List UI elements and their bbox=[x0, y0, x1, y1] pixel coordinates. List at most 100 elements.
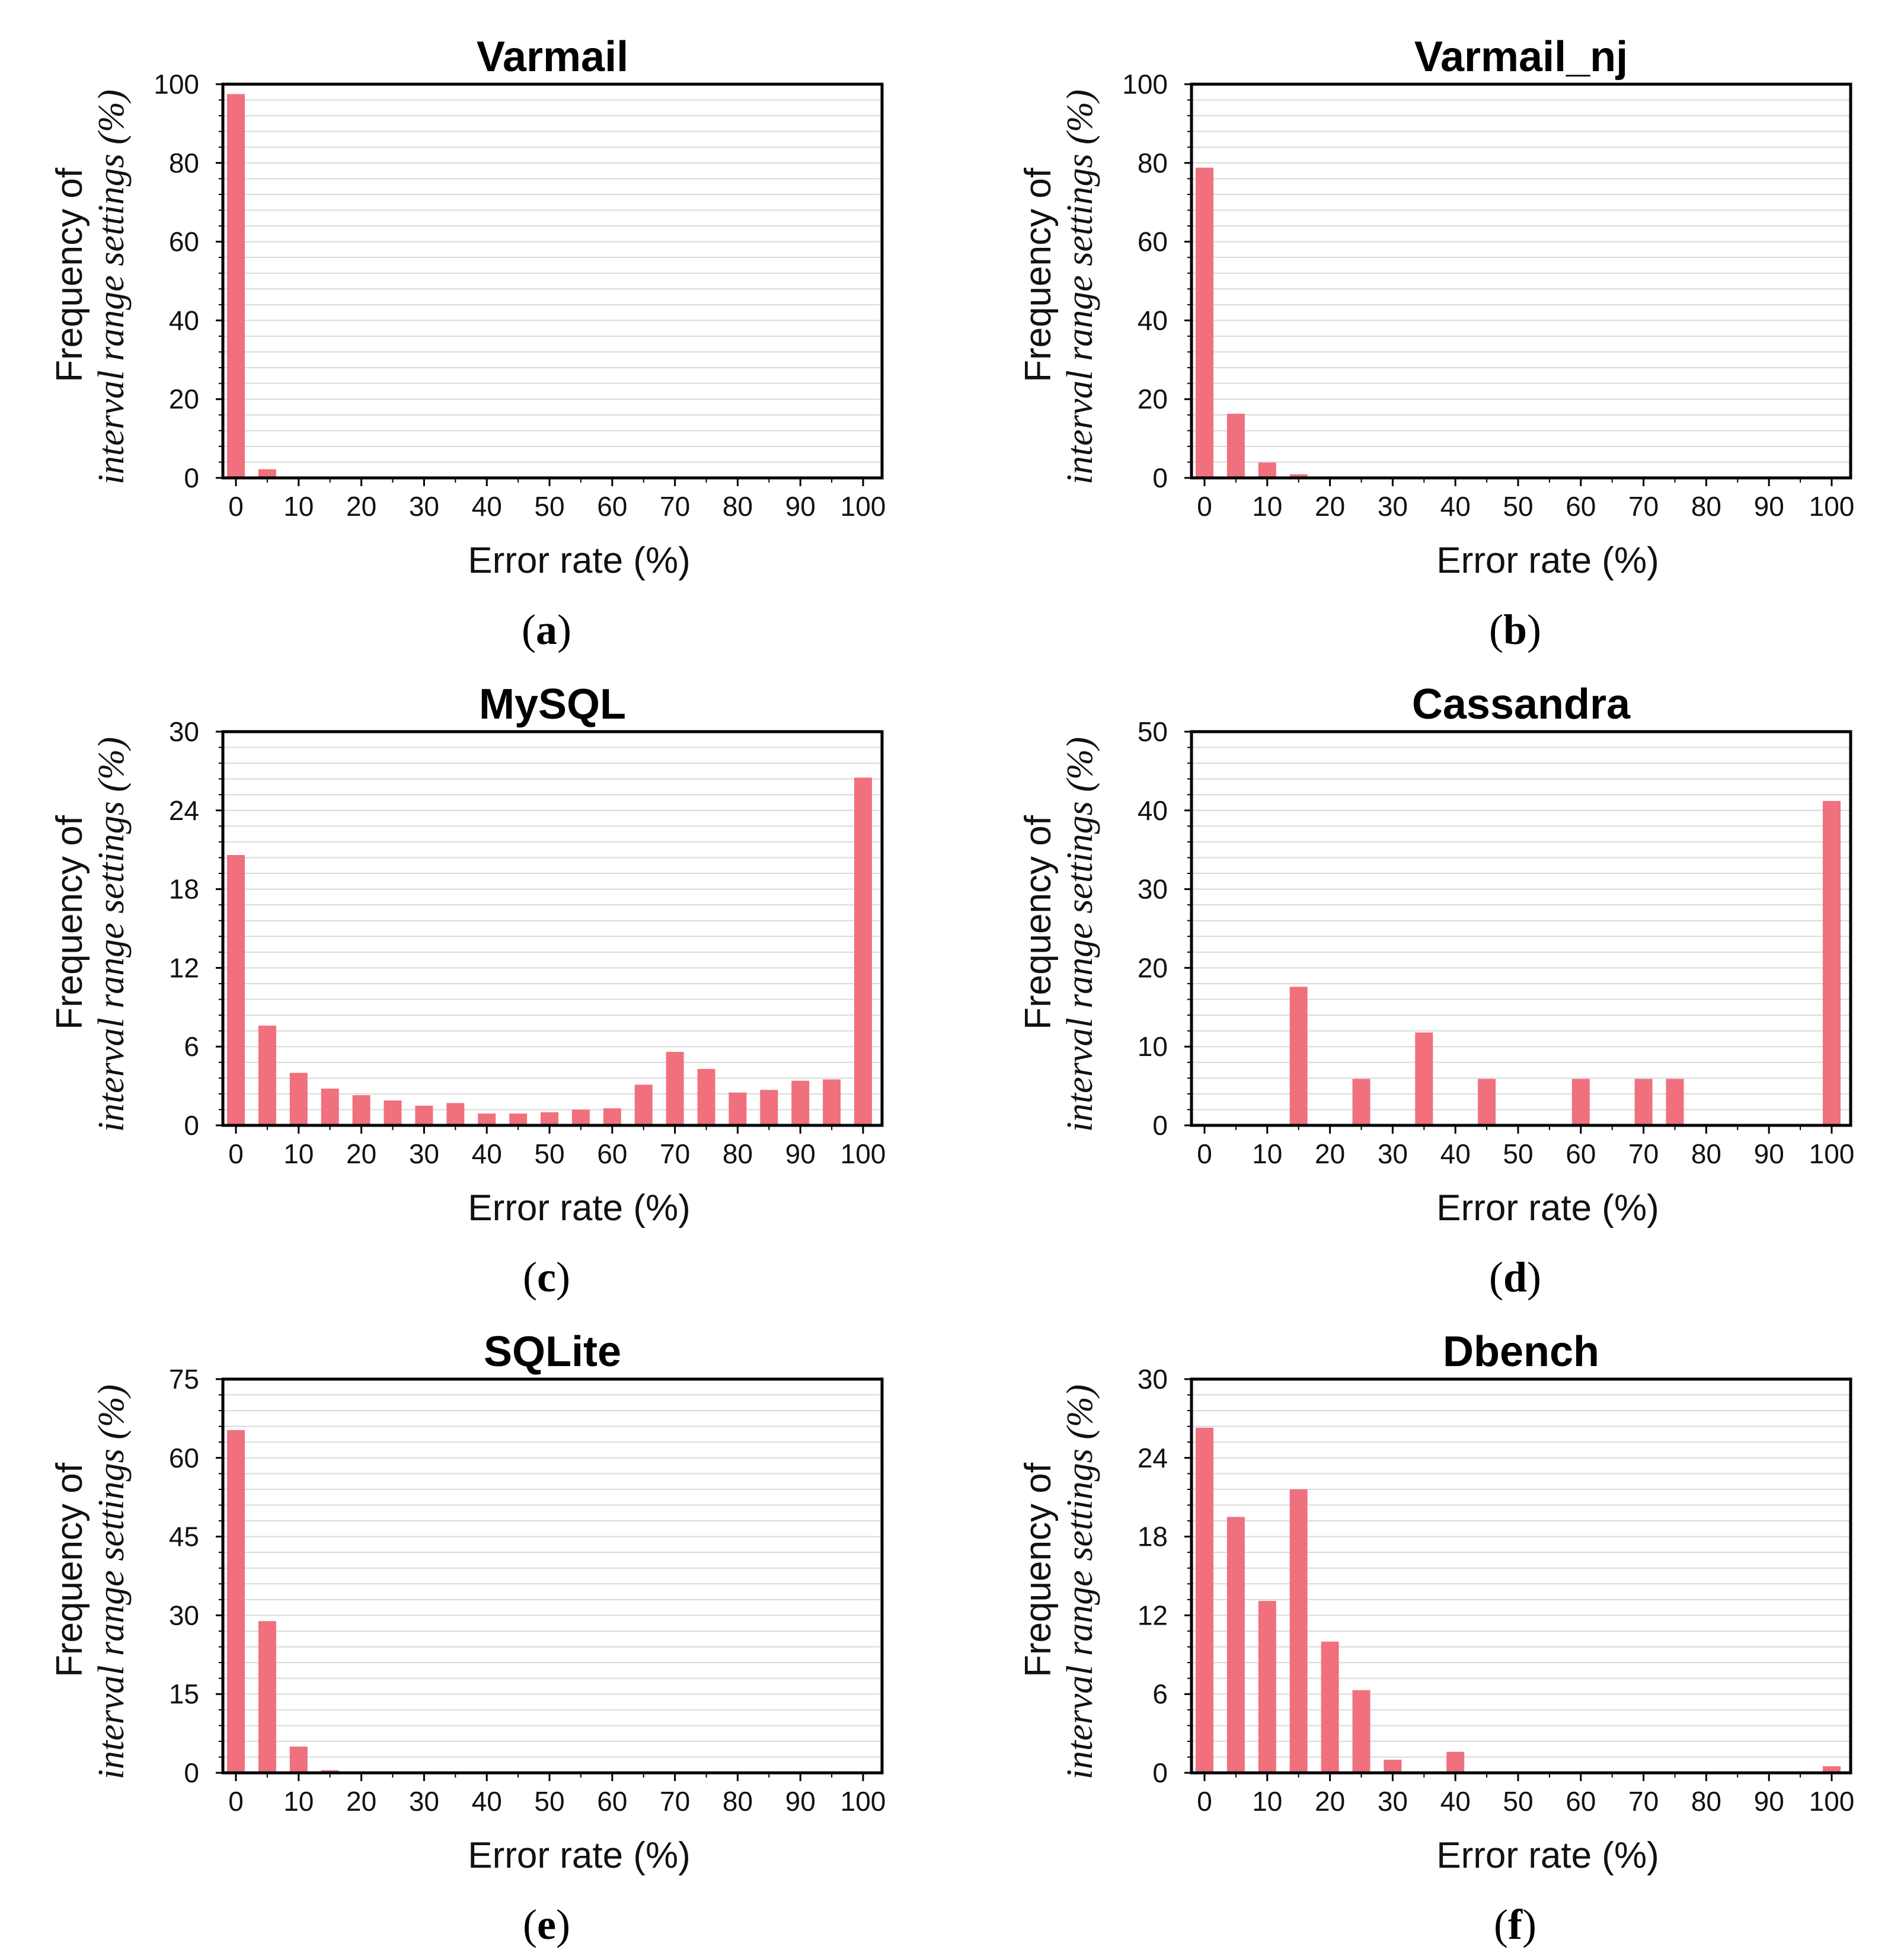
x-tick-label: 20 bbox=[1315, 1786, 1345, 1817]
x-tick-label: 80 bbox=[1691, 491, 1721, 522]
x-tick-label: 20 bbox=[346, 491, 376, 522]
y-tick-label: 50 bbox=[1138, 716, 1168, 747]
x-tick-label: 0 bbox=[1197, 1138, 1212, 1169]
plot-frame bbox=[221, 1377, 884, 1775]
y-tick-label: 30 bbox=[1138, 874, 1168, 905]
x-tick-label: 100 bbox=[1809, 1786, 1855, 1817]
x-tick-label: 20 bbox=[1315, 491, 1345, 522]
y-tick-label: 12 bbox=[1138, 1600, 1168, 1631]
bar bbox=[1289, 474, 1308, 478]
bar bbox=[509, 1113, 528, 1125]
x-tick-label: 90 bbox=[785, 1786, 816, 1817]
y-axis-label-line2: interval range settings (%) bbox=[91, 90, 132, 484]
y-axis-label-line1: Frequency of bbox=[1018, 815, 1059, 1030]
bar bbox=[1352, 1690, 1371, 1773]
x-axis-label: Error rate (%) bbox=[1436, 1188, 1659, 1229]
chart-a: 0 20 40 60 80 100 0 10 20 30 40 50 60 70 80 90 100 Varmai… bbox=[49, 33, 886, 653]
chart-e: 0 15 30 45 60 75 0 10 20 30 40 50 60 70 80 90 100 SQLite E… bbox=[49, 1328, 886, 1948]
x-tick-label: 40 bbox=[1440, 491, 1471, 522]
y-tick-label: 75 bbox=[169, 1364, 199, 1395]
x-tick-label: 20 bbox=[346, 1786, 376, 1817]
bar bbox=[321, 1089, 339, 1125]
bar bbox=[603, 1108, 621, 1125]
x-tick-label: 30 bbox=[409, 1138, 439, 1169]
bar bbox=[1571, 1079, 1590, 1125]
y-tick-label: 60 bbox=[1138, 226, 1168, 257]
y-tick-label: 6 bbox=[1152, 1679, 1168, 1709]
x-tick-label: 40 bbox=[1440, 1138, 1471, 1169]
bar bbox=[697, 1068, 715, 1125]
x-tick-label: 30 bbox=[1378, 1138, 1408, 1169]
x-tick-label: 100 bbox=[841, 1786, 886, 1817]
bar bbox=[1321, 1641, 1339, 1773]
bar bbox=[1634, 1079, 1653, 1125]
y-tick-label: 6 bbox=[184, 1031, 199, 1062]
x-tick-label: 70 bbox=[660, 1138, 690, 1169]
y-axis-label-line1: Frequency of bbox=[49, 167, 90, 382]
bar bbox=[1196, 1427, 1213, 1773]
x-tick-label: 60 bbox=[597, 1786, 627, 1817]
x-tick-label: 90 bbox=[785, 1138, 816, 1169]
bar bbox=[1196, 167, 1213, 478]
bar bbox=[384, 1100, 402, 1125]
panel-letter: (c) bbox=[523, 1253, 570, 1301]
bar bbox=[352, 1095, 370, 1125]
y-tick-label: 40 bbox=[1138, 305, 1168, 336]
x-tick-label: 90 bbox=[1754, 491, 1784, 522]
y-axis-label-line2: interval range settings (%) bbox=[1060, 1384, 1100, 1779]
x-tick-label: 0 bbox=[1197, 491, 1212, 522]
x-tick-label: 10 bbox=[283, 1786, 314, 1817]
bar bbox=[666, 1052, 684, 1125]
y-tick-label: 40 bbox=[169, 305, 199, 336]
y-tick-label: 80 bbox=[169, 148, 199, 178]
x-tick-label: 0 bbox=[1197, 1786, 1212, 1817]
bar bbox=[823, 1079, 841, 1125]
x-tick-label: 60 bbox=[1566, 491, 1596, 522]
chart-title: Cassandra bbox=[1412, 681, 1631, 728]
bar bbox=[1289, 987, 1308, 1125]
y-tick-label: 40 bbox=[1138, 795, 1168, 826]
bar bbox=[760, 1090, 778, 1125]
bar bbox=[227, 1430, 245, 1773]
bar bbox=[258, 1025, 276, 1125]
x-tick-label: 80 bbox=[723, 1786, 753, 1817]
x-tick-label: 10 bbox=[283, 491, 314, 522]
x-tick-label: 40 bbox=[472, 491, 502, 522]
x-tick-label: 50 bbox=[1503, 1786, 1533, 1817]
plot-frame bbox=[1190, 1377, 1852, 1775]
x-tick-label: 100 bbox=[841, 491, 886, 522]
x-tick-label: 0 bbox=[228, 1138, 244, 1169]
x-axis-label: Error rate (%) bbox=[468, 540, 690, 581]
x-tick-label: 100 bbox=[1809, 491, 1855, 522]
x-tick-label: 20 bbox=[346, 1138, 376, 1169]
y-tick-label: 12 bbox=[169, 952, 199, 983]
x-tick-label: 30 bbox=[1378, 491, 1408, 522]
y-tick-label: 10 bbox=[1138, 1031, 1168, 1062]
chart-title: Varmail_nj bbox=[1414, 33, 1628, 81]
x-tick-label: 60 bbox=[597, 491, 627, 522]
y-tick-label: 15 bbox=[169, 1679, 199, 1709]
x-tick-label: 70 bbox=[660, 1786, 690, 1817]
bar bbox=[1823, 1766, 1841, 1773]
y-tick-label: 30 bbox=[1138, 1364, 1168, 1395]
panel-letter: (d) bbox=[1489, 1253, 1541, 1301]
x-tick-label: 100 bbox=[841, 1138, 886, 1169]
chart-d: 0 10 20 30 40 50 0 10 20 30 40 50 60 70 80 90 100 Cassand… bbox=[1018, 681, 1854, 1301]
y-tick-label: 18 bbox=[1138, 1521, 1168, 1552]
x-tick-label: 50 bbox=[534, 1786, 564, 1817]
x-tick-label: 10 bbox=[283, 1138, 314, 1169]
bar bbox=[541, 1112, 558, 1125]
bar bbox=[1352, 1079, 1371, 1125]
y-axis-label-line1: Frequency of bbox=[1018, 1462, 1059, 1677]
chart-f: 0 6 12 18 24 30 0 10 20 30 40 50 60 70 80 90 100 Dbench Er… bbox=[1018, 1328, 1854, 1948]
x-axis-label: Error rate (%) bbox=[468, 1188, 690, 1229]
y-axis-label-line2: interval range settings (%) bbox=[1060, 737, 1100, 1132]
bar bbox=[1226, 1517, 1245, 1773]
x-tick-label: 90 bbox=[1754, 1138, 1784, 1169]
bar bbox=[1226, 413, 1245, 478]
x-tick-label: 10 bbox=[1252, 1138, 1282, 1169]
x-tick-label: 90 bbox=[785, 491, 816, 522]
bar bbox=[289, 1746, 308, 1773]
x-tick-label: 70 bbox=[1628, 1138, 1659, 1169]
